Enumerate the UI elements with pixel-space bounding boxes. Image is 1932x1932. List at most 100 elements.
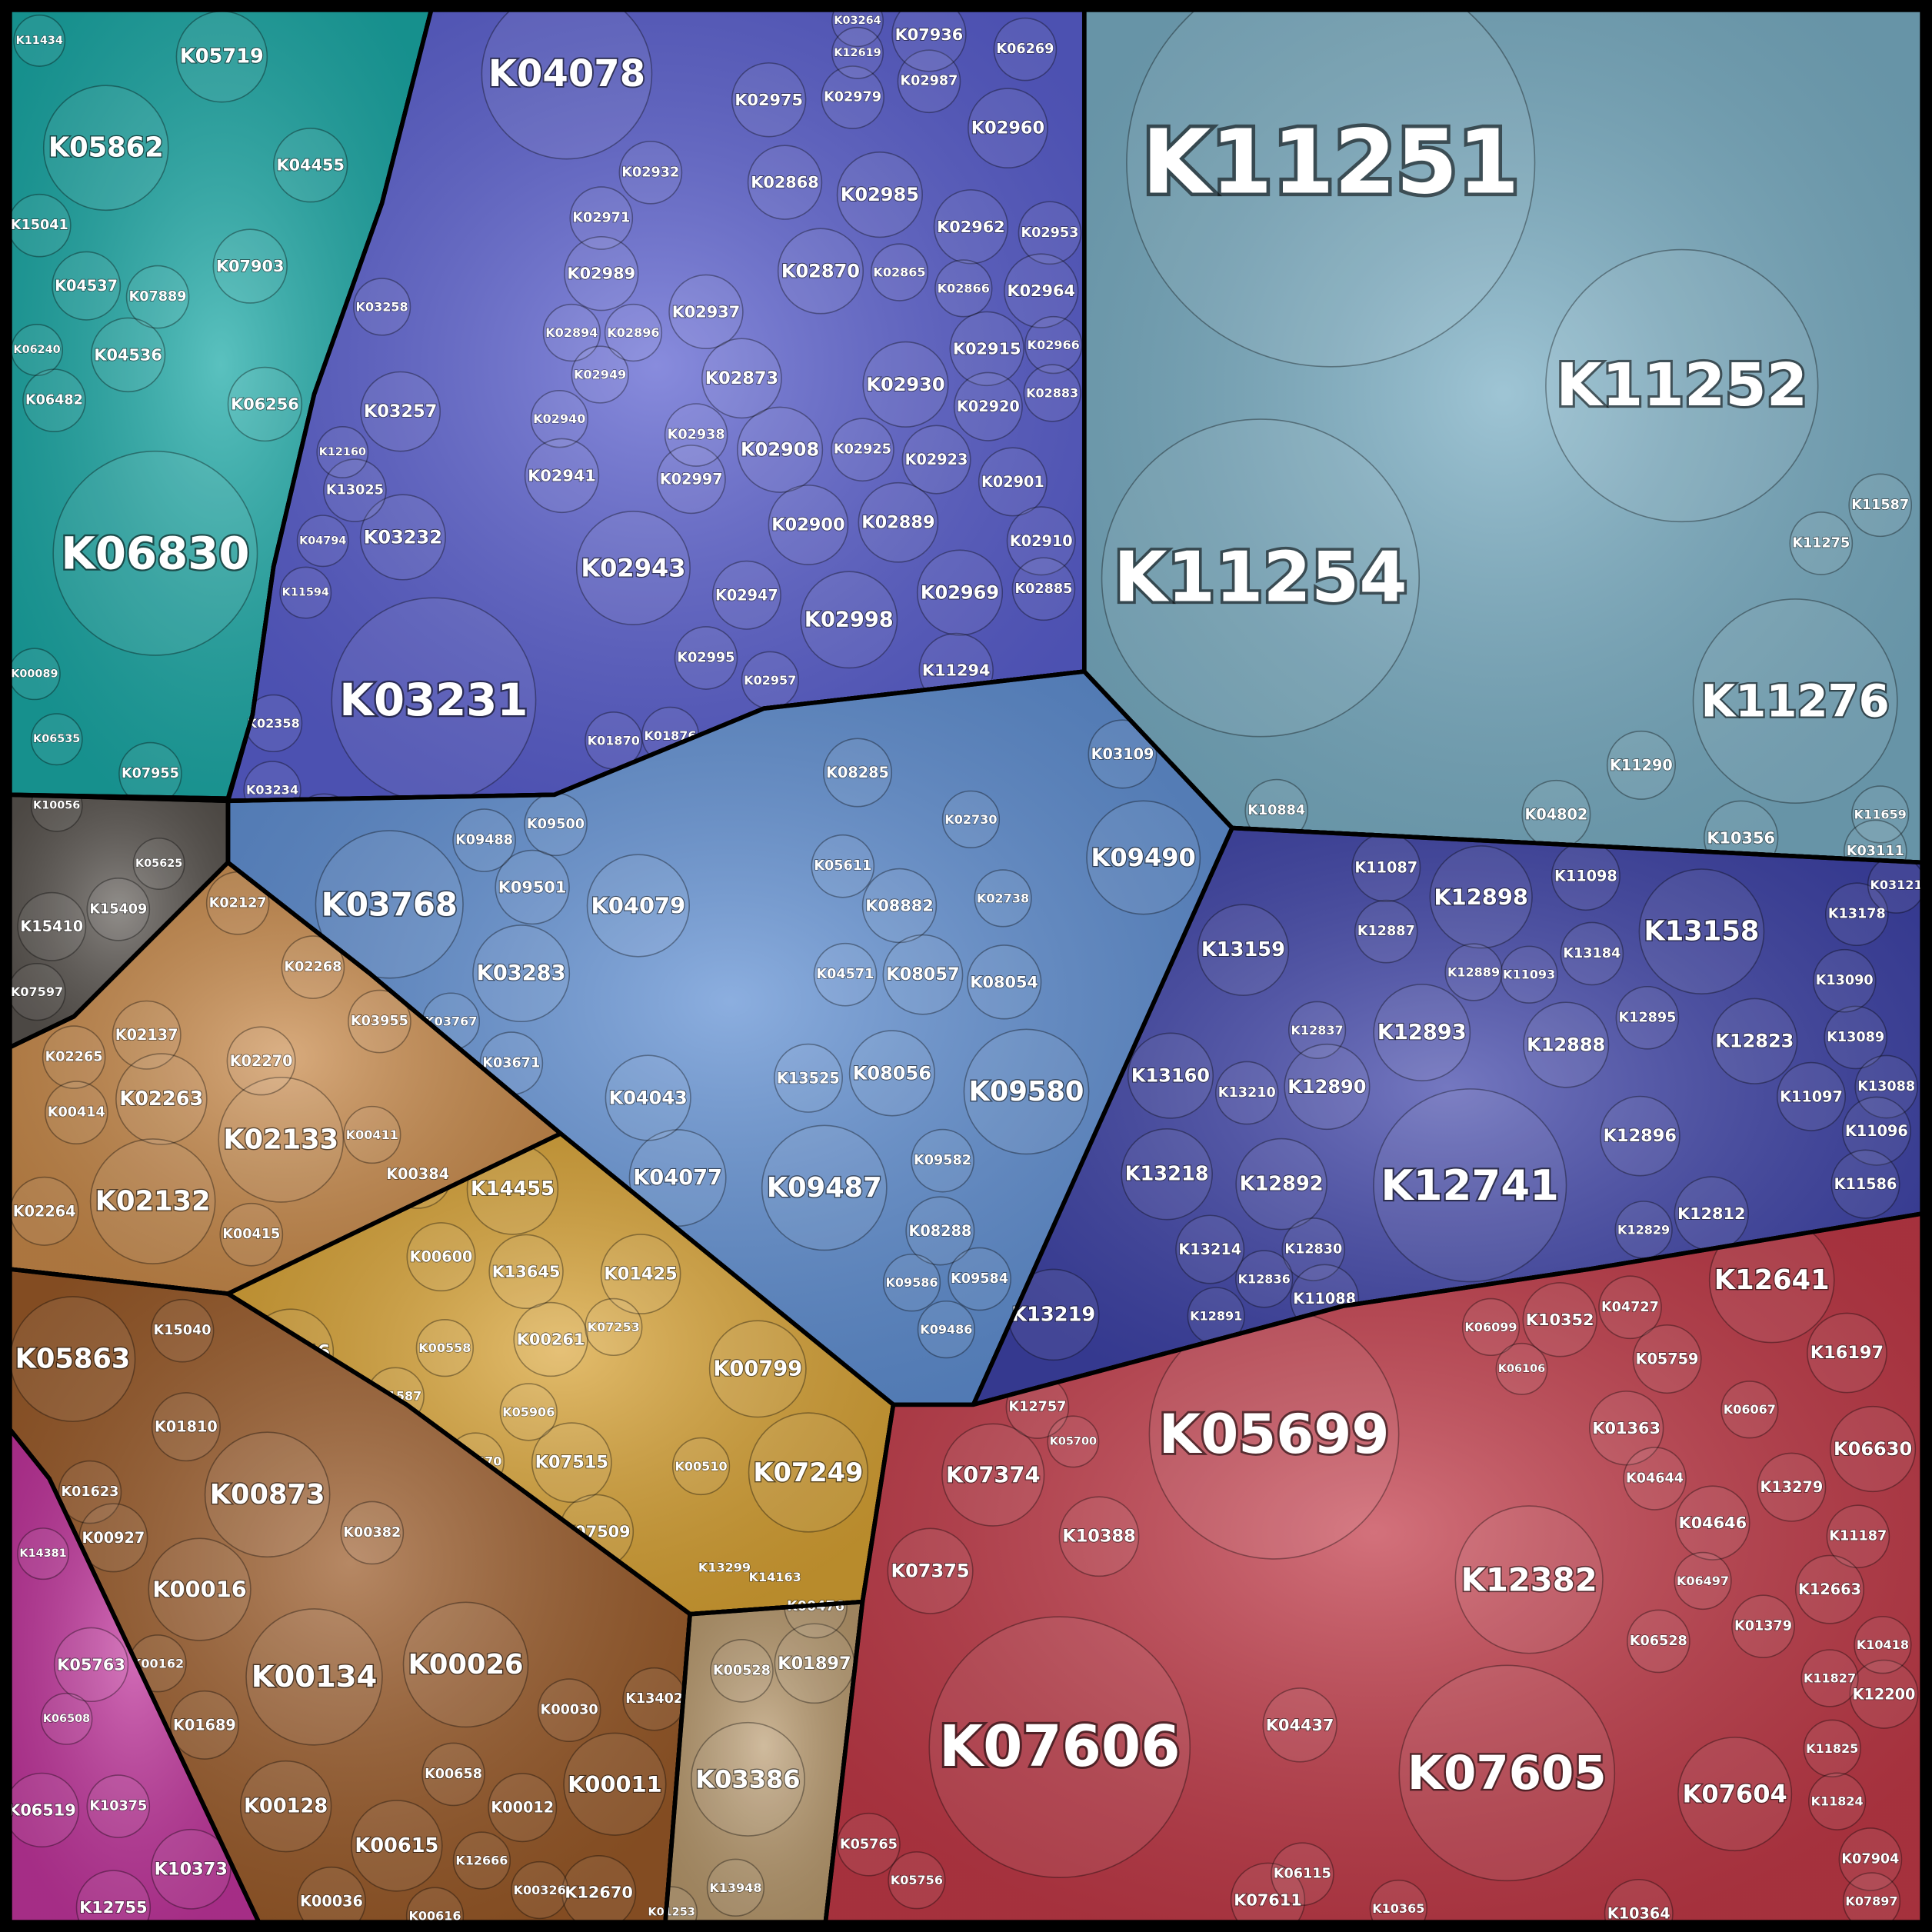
- cell: [495, 849, 570, 925]
- cell-label: K02941: [528, 466, 596, 485]
- cell-label: K02920: [957, 398, 1020, 415]
- cell: [674, 626, 738, 690]
- cell-label: K07605: [1407, 1746, 1607, 1800]
- cell-label: K02997: [660, 471, 723, 488]
- cell: [1454, 1505, 1604, 1654]
- cell-label: K11290: [1610, 756, 1673, 774]
- cell: [150, 1298, 215, 1363]
- cell: [132, 838, 185, 890]
- cell: [415, 1318, 474, 1377]
- cell-label: K00089: [11, 668, 58, 680]
- cell: [1545, 248, 1819, 523]
- cell: [1843, 819, 1907, 863]
- cell-label: K03283: [477, 961, 566, 985]
- cell-label: K07903: [216, 257, 285, 275]
- cell-label: K12898: [1434, 884, 1528, 910]
- cell-label: K11251: [1142, 111, 1520, 214]
- cell-label: K10884: [1247, 803, 1305, 818]
- cell-label: K13210: [1218, 1085, 1276, 1101]
- cell: [968, 88, 1048, 168]
- cell: [1851, 785, 1910, 844]
- cell-label: K11275: [1792, 536, 1850, 551]
- cell: [52, 251, 122, 321]
- cell-label: K02975: [734, 91, 803, 109]
- cells: [1101, 9, 1913, 863]
- cell: [978, 447, 1048, 517]
- cell: [1373, 1088, 1567, 1283]
- cell: [1638, 868, 1765, 995]
- cell-label: K06106: [1498, 1363, 1545, 1375]
- cell-label: K11294: [922, 661, 991, 680]
- cell: [537, 1678, 601, 1742]
- cell: [1047, 1415, 1100, 1468]
- cell-label: K13525: [777, 1069, 840, 1087]
- cell: [831, 9, 884, 48]
- cell-label: K15040: [154, 1323, 212, 1338]
- cell-label: K09586: [885, 1275, 938, 1290]
- cell: [748, 1412, 869, 1533]
- cell-label: K08057: [886, 964, 959, 984]
- cell: [115, 1053, 208, 1145]
- cell-label: K13948: [709, 1880, 761, 1895]
- cell-label: K07897: [1845, 1894, 1897, 1908]
- cell: [1523, 1001, 1610, 1088]
- cell-label: K13158: [1644, 916, 1759, 948]
- cells: [9, 794, 185, 1021]
- cell: [664, 403, 728, 467]
- cell: [488, 1773, 558, 1843]
- cell-label: K09580: [969, 1076, 1084, 1108]
- cell: [1284, 1043, 1371, 1131]
- cell-label: K00016: [152, 1577, 247, 1603]
- cell-label: K12896: [1604, 1126, 1677, 1146]
- cell: [405, 1887, 465, 1923]
- cell-label: K11434: [16, 35, 63, 47]
- cell-label: K02268: [284, 960, 341, 975]
- cell: [665, 1886, 698, 1923]
- cell: [575, 511, 691, 626]
- cell-label: K04536: [94, 345, 162, 364]
- group-shade: [9, 9, 431, 799]
- cell: [1495, 1342, 1548, 1395]
- cell-label: K13184: [1563, 946, 1621, 961]
- cell-label: K02889: [861, 512, 934, 532]
- cell-label: K02866: [938, 281, 990, 295]
- cell: [1795, 1554, 1865, 1624]
- cell-label: K07955: [122, 766, 179, 781]
- cell-label: K02868: [751, 173, 819, 192]
- cell-label: K00382: [343, 1525, 401, 1541]
- group: K12641 K10352 K04727 K05759 K16197 K05699 K073…: [823, 1211, 1924, 1924]
- cell: [1824, 882, 1889, 947]
- cell: [1429, 845, 1533, 949]
- cell: [1126, 9, 1536, 368]
- cell-label: K03232: [364, 526, 442, 548]
- cell-label: K13645: [492, 1262, 561, 1281]
- cell: [861, 868, 938, 944]
- cell: [406, 1222, 476, 1292]
- cell-label: K07374: [946, 1462, 1041, 1488]
- cell: [1121, 1128, 1213, 1221]
- cell: [811, 834, 875, 898]
- cell: [949, 311, 1024, 387]
- cell-label: K09584: [951, 1271, 1008, 1287]
- cell-label: K11254: [1114, 538, 1407, 618]
- cell-label: K11276: [1701, 675, 1890, 728]
- cell: [1812, 948, 1877, 1013]
- cell-label: K13214: [1178, 1241, 1241, 1258]
- cell: [488, 1234, 564, 1310]
- cell-label: K13025: [326, 483, 384, 498]
- cell: [711, 560, 781, 630]
- cell: [773, 1043, 843, 1113]
- cell-label: K13299: [698, 1560, 751, 1574]
- cell: [1841, 1096, 1911, 1166]
- cells: [315, 719, 1201, 1359]
- cell-label: K02989: [568, 265, 636, 283]
- cell: [452, 1831, 511, 1890]
- cell-label: K12888: [1527, 1034, 1605, 1056]
- cell-label: K05611: [814, 858, 871, 874]
- cell-label: K10375: [89, 1799, 147, 1814]
- cell-label: K06115: [1274, 1867, 1331, 1882]
- cell: [17, 1527, 70, 1581]
- cell: [1675, 1485, 1750, 1561]
- cell: [1623, 1447, 1687, 1511]
- cell-label: K02132: [95, 1185, 211, 1217]
